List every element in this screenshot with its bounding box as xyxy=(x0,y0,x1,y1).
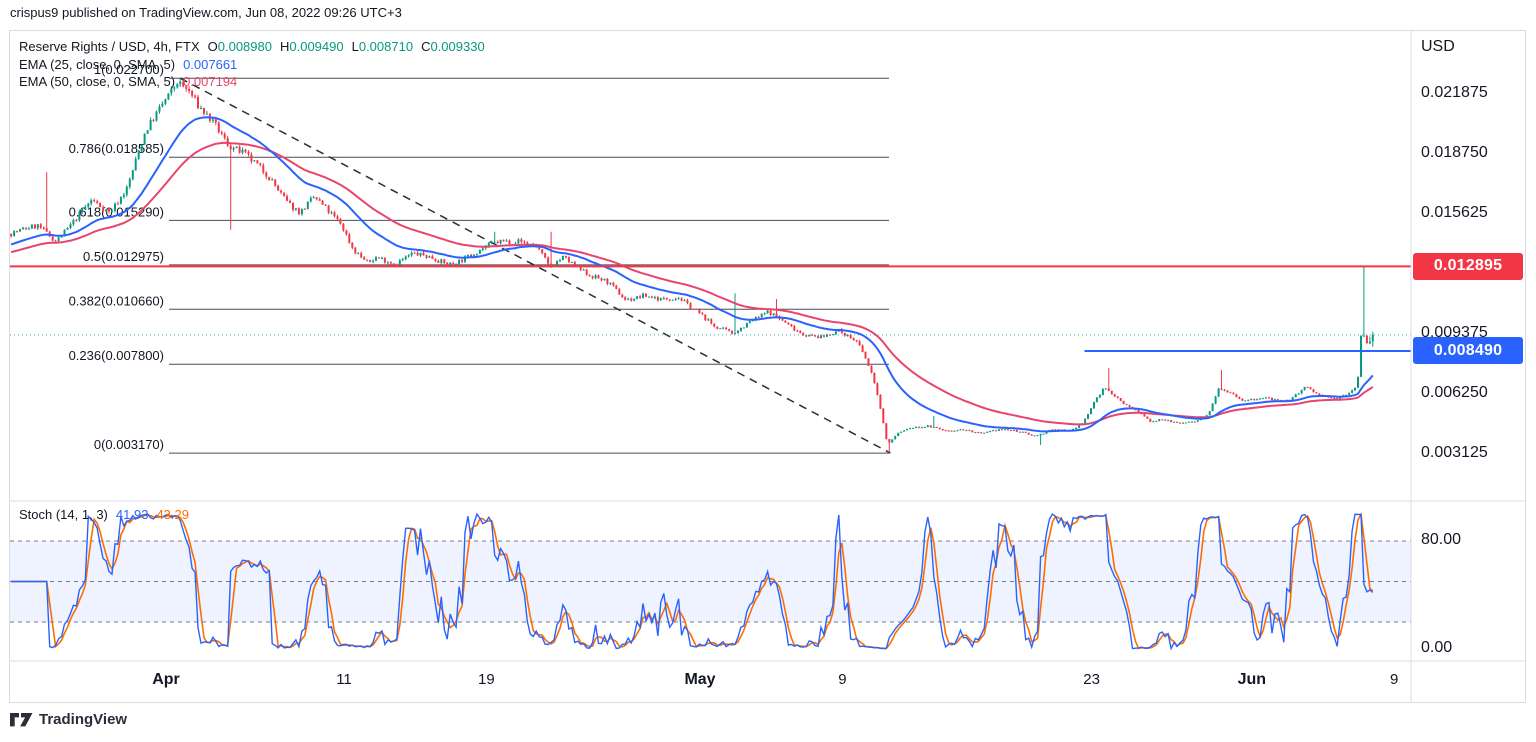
fib-label-0.618: 0.618(0.015290) xyxy=(69,204,164,219)
open-value: 0.008980 xyxy=(217,39,272,54)
symbol-title[interactable]: Reserve Rights / USD, 4h, FTX xyxy=(19,39,200,54)
fib-label-0.786: 0.786(0.018585) xyxy=(69,141,164,156)
chart-layers: 1(0.022700) 0.786(0.018585) 0.618(0.015290… xyxy=(10,62,1411,651)
ema50-line[interactable] xyxy=(10,141,1374,426)
symbol-legend-row1: Reserve Rights / USD, 4h, FTX O0.008980 H0… xyxy=(19,38,485,56)
time-label-19-2: 19 xyxy=(478,671,495,688)
low-label: L xyxy=(351,39,359,54)
ema50-label: EMA (50, close, 0, SMA, 5) xyxy=(19,74,176,89)
time-label-11-1: 11 xyxy=(336,671,352,688)
stoch-label: Stoch (14, 1, 3) xyxy=(19,507,108,522)
stoch-tick-0: 80.00 xyxy=(1421,531,1462,548)
stoch-k-value: 41.93 xyxy=(115,507,149,522)
high-label: H xyxy=(279,39,290,54)
time-label-9-7: 9 xyxy=(1390,671,1399,688)
chart-widget: 1(0.022700) 0.786(0.018585) 0.618(0.015290… xyxy=(9,30,1526,703)
price-tick-0: 0.021875 xyxy=(1421,84,1488,101)
trendline[interactable] xyxy=(179,77,891,454)
price-pane[interactable]: 1(0.022700) 0.786(0.018585) 0.618(0.015290… xyxy=(10,62,1411,454)
price-badge-0.008490: 0.008490 xyxy=(1413,337,1523,365)
price-axis-currency: USD xyxy=(1421,38,1455,55)
tradingview-brand-link[interactable]: TradingView xyxy=(10,711,127,728)
stoch-tick-1: 0.00 xyxy=(1421,639,1453,656)
tradingview-logo-icon xyxy=(10,712,33,726)
price-tick-1: 0.018750 xyxy=(1421,144,1488,161)
fib-label-0.5: 0.5(0.012975) xyxy=(83,249,164,264)
ema25-line[interactable] xyxy=(10,116,1374,433)
low-value: 0.008710 xyxy=(358,39,414,54)
price-tick-3: 0.009375 xyxy=(1421,324,1488,341)
fib-label-0: 0(0.003170) xyxy=(94,437,164,452)
pane-separators xyxy=(10,31,1525,702)
stoch-legend[interactable]: Stoch (14, 1, 3) 41.93 43.29 xyxy=(19,507,189,522)
high-value: 0.009490 xyxy=(289,39,344,54)
fib-label-1: 1(0.022700) xyxy=(94,62,164,77)
stoch-pane[interactable] xyxy=(10,511,1411,651)
ema25-value: 0.007661 xyxy=(183,56,238,72)
symbol-legend[interactable]: Reserve Rights / USD, 4h, FTX O0.008980 H0… xyxy=(19,38,485,91)
close-value: 0.009330 xyxy=(430,39,485,54)
time-axis[interactable]: Apr 11 19 May 9 23 Jun 9 xyxy=(10,667,1411,703)
price-tick-2: 0.015625 xyxy=(1421,204,1488,221)
open-label: O xyxy=(207,39,218,54)
candles xyxy=(10,78,1374,453)
time-label-Apr-0: Apr xyxy=(152,671,180,688)
time-label-Jun-6: Jun xyxy=(1237,671,1267,688)
time-label-9-4: 9 xyxy=(838,671,847,688)
ema25-label: EMA (25, close, 0, SMA, 5) xyxy=(19,56,176,72)
time-label-23-5: 23 xyxy=(1083,671,1100,688)
time-label-May-3: May xyxy=(684,671,716,688)
price-axis[interactable]: USD 0.021875 0.018750 0.015625 0.009375 0.00… xyxy=(1412,31,1526,704)
ema50-value: 0.007194 xyxy=(183,74,238,89)
price-tick-4: 0.006250 xyxy=(1421,384,1488,401)
price-badge-0.012895: 0.012895 xyxy=(1413,252,1523,280)
published-by-line: crispus9 published on TradingView.com, J… xyxy=(10,5,402,20)
fib-label-0.382: 0.382(0.010660) xyxy=(69,293,164,308)
price-tick-5: 0.003125 xyxy=(1421,444,1488,461)
stoch-k-line xyxy=(11,512,1374,651)
chart-canvas[interactable]: 1(0.022700) 0.786(0.018585) 0.618(0.015290… xyxy=(10,31,1525,702)
tradingview-brand-text: TradingView xyxy=(39,711,128,728)
ema25-legend-row[interactable]: EMA (25, close, 0, SMA, 5) 0.007661 xyxy=(19,56,485,74)
fib-label-0.236: 0.236(0.007800) xyxy=(69,348,164,363)
ema50-legend-row[interactable]: EMA (50, close, 0, SMA, 5) 0.007194 xyxy=(19,73,485,91)
stoch-d-value: 43.29 xyxy=(156,507,189,522)
close-label: C xyxy=(421,39,431,54)
